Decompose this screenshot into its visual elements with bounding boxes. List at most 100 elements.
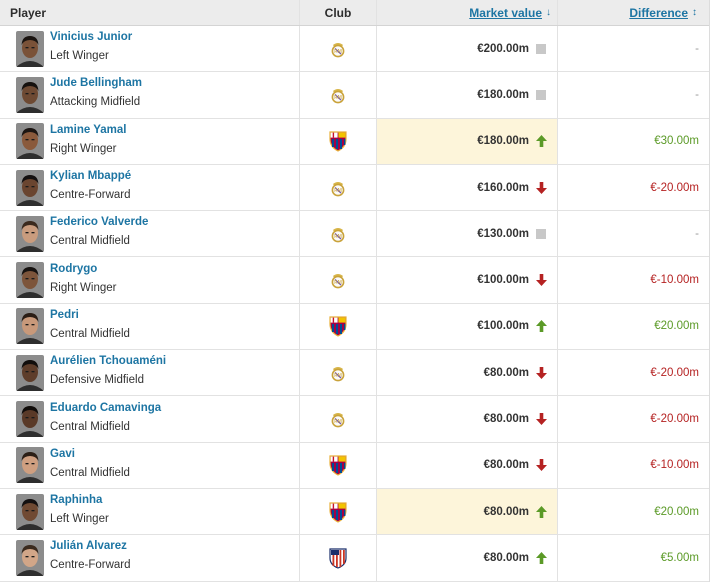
table-body: Vinicius Junior Left Winger RM €200.00m - Jud… [0,26,709,582]
club-cell: RM [300,164,377,211]
sort-desc-icon: ↓ [546,7,551,18]
player-name-link[interactable]: Rodrygo [50,262,98,275]
player-photo[interactable] [16,308,44,345]
barcelona-crest-icon[interactable] [328,501,348,523]
real-madrid-crest-icon[interactable]: RM [328,409,348,429]
player-cell: Vinicius Junior Left Winger [0,26,300,72]
player-position: Attacking Midfield [50,96,141,109]
difference-cell: - [558,72,709,117]
market-value: €80.00m [483,505,529,518]
market-value: €80.00m [483,459,529,472]
player-photo[interactable] [16,354,44,391]
player-name-link[interactable]: Eduardo Camavinga [50,401,162,414]
barcelona-crest-icon[interactable] [328,130,348,152]
difference-cell: €-10.00m [558,443,709,488]
market-value: €100.00m [477,320,529,333]
header-market-value[interactable]: Market value ↓ [377,0,558,25]
svg-text:RM: RM [334,419,342,425]
player-cell: Pedri Central Midfield [0,303,300,350]
player-name-link[interactable]: Raphinha [50,494,103,507]
player-name-link[interactable]: Jude Bellingham [50,77,143,90]
barcelona-crest-icon[interactable] [328,315,348,338]
club-cell: RM [300,26,377,72]
trend-up-icon [535,320,547,333]
trend-down-icon [535,274,547,287]
player-cell: Raphinha Left Winger [0,488,300,535]
difference-cell: €20.00m [558,304,709,349]
market-value: €180.00m [477,88,529,101]
market-value: €160.00m [477,181,529,194]
player-photo[interactable] [16,447,44,484]
real-madrid-crest-icon[interactable]: RM [328,178,348,198]
player-photo[interactable] [16,76,44,113]
table-row: Vinicius Junior Left Winger RM €200.00m - [0,26,709,73]
svg-text:RM: RM [334,188,342,194]
club-cell [300,442,377,488]
real-madrid-crest-icon[interactable]: RM [328,363,348,383]
player-name-link[interactable]: Pedri [50,308,79,321]
market-value-cell: €100.00m [377,257,558,303]
header-difference[interactable]: Difference ↕ [558,0,709,25]
trend-up-icon [535,135,547,148]
trend-down-icon [535,413,547,426]
player-photo[interactable] [16,401,44,438]
club-cell: RM [300,211,377,257]
player-name-link[interactable]: Vinicius Junior [50,31,133,44]
table-row: Lamine Yamal Right Winger €180.00m €30.00m [0,118,709,165]
player-photo[interactable] [16,262,44,299]
player-name-link[interactable]: Federico Valverde [50,216,149,229]
trend-neutral-icon [535,43,547,55]
player-position: Centre-Forward [50,559,131,572]
player-photo[interactable] [16,539,44,576]
real-madrid-crest-icon[interactable]: RM [328,224,348,244]
club-cell: RM [300,350,377,396]
player-photo[interactable] [16,123,44,160]
difference-cell: - [558,211,709,256]
player-position: Central Midfield [50,420,130,433]
barcelona-crest-icon[interactable] [328,454,348,476]
market-value: €80.00m [483,551,529,564]
sort-toggle-icon: ↕ [692,7,697,18]
player-photo[interactable] [16,493,44,530]
player-photo[interactable] [16,30,44,67]
market-value-cell: €200.00m [377,26,558,72]
difference-value: €-10.00m [650,274,699,287]
table-row: Federico Valverde Central Midfield RM €130.… [0,211,709,258]
player-cell: Gavi Central Midfield [0,442,300,488]
club-cell: RM [300,396,377,442]
player-info: Gavi Central Midfield [50,447,130,484]
real-madrid-crest-icon[interactable]: RM [328,270,348,290]
market-value-cell: €80.00m [377,488,558,535]
difference-value: €20.00m [654,505,699,518]
sort-market-value-link[interactable]: Market value [469,5,542,20]
market-value: €130.00m [477,227,529,240]
svg-text:RM: RM [334,280,342,286]
difference-value: €20.00m [654,320,699,333]
market-value-cell: €180.00m [377,72,558,118]
table-row: Pedri Central Midfield €100.00m €20.00m [0,303,709,351]
player-cell: Kylian Mbappé Centre-Forward [0,164,300,211]
player-name-link[interactable]: Kylian Mbappé [50,170,132,183]
market-value: €80.00m [483,366,529,379]
real-madrid-crest-icon[interactable]: RM [328,39,348,59]
player-name-link[interactable]: Julián Alvarez [50,540,127,553]
sort-difference-link[interactable]: Difference [629,5,688,20]
player-info: Jude Bellingham Attacking Midfield [50,76,142,113]
real-madrid-crest-icon[interactable]: RM [328,85,348,105]
difference-value: €5.00m [660,551,699,564]
player-photo[interactable] [16,169,44,206]
market-value: €180.00m [477,135,529,148]
player-name-link[interactable]: Gavi [50,447,75,460]
player-name-link[interactable]: Lamine Yamal [50,123,127,136]
player-name-link[interactable]: Aurélien Tchouaméni [50,355,167,368]
svg-text:RM: RM [334,95,342,101]
table-row: Raphinha Left Winger €80.00m €20.00m [0,488,709,536]
player-photo[interactable] [16,215,44,252]
trend-up-icon [535,551,547,564]
player-position: Centre-Forward [50,189,131,202]
club-cell: RM [300,72,377,118]
player-info: Aurélien Tchouaméni Defensive Midfield [50,354,166,391]
atletico-madrid-crest-icon[interactable] [329,547,347,569]
club-cell [300,303,377,350]
